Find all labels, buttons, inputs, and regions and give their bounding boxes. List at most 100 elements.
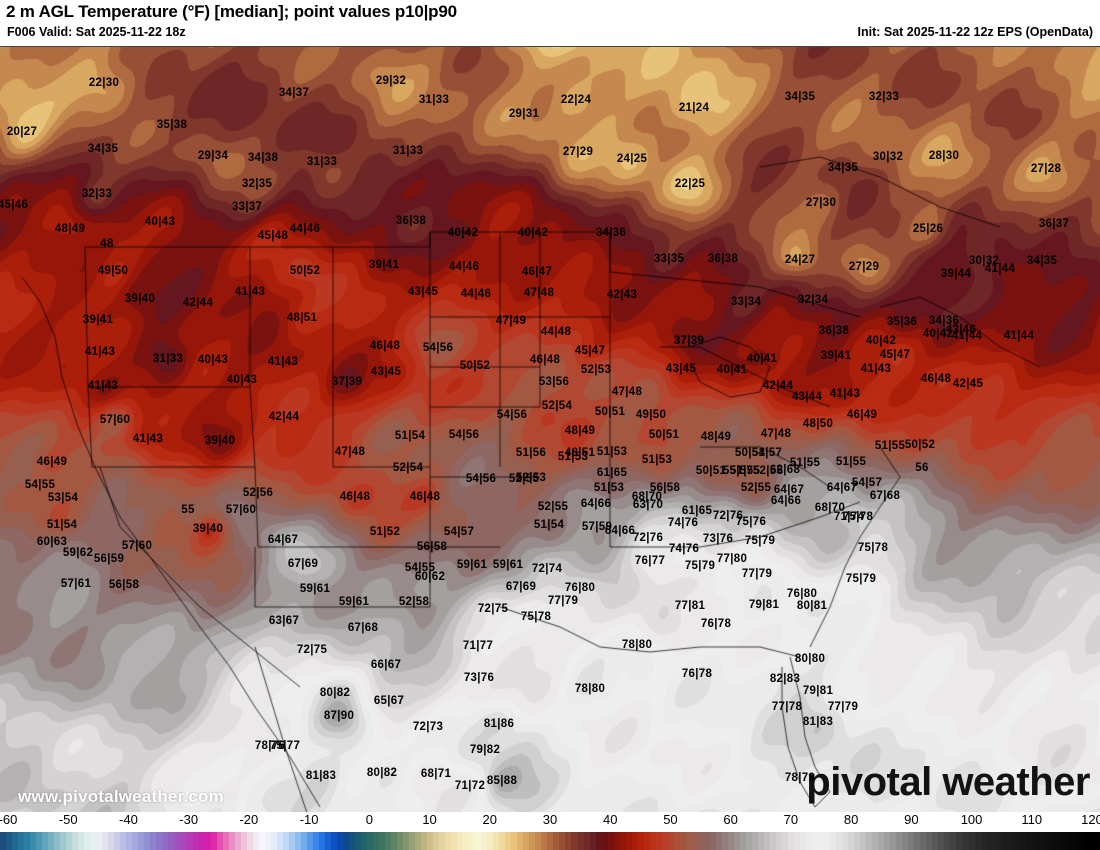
- colorbar[interactable]: -60 -50 -40 -30 -20 -10 0 10 20 30 40 50 60 70 80 90 100…: [0, 812, 1100, 850]
- point-value-label: 22|30: [88, 77, 120, 89]
- colorbar-swatch: [721, 832, 728, 850]
- point-value-label: 47|48: [523, 287, 555, 299]
- point-value-label: 34|36: [595, 227, 627, 239]
- colorbar-swatch: [427, 832, 434, 850]
- point-value-label: 46|49: [846, 409, 878, 421]
- colorbar-swatch: [1064, 832, 1071, 850]
- colorbar-swatch: [649, 832, 656, 850]
- colorbar-swatch: [294, 832, 301, 850]
- colorbar-swatch: [1022, 832, 1029, 850]
- colorbar-swatch: [745, 832, 752, 850]
- colorbar-swatch: [180, 832, 187, 850]
- point-value-label: 57|60: [99, 414, 131, 426]
- colorbar-swatch: [30, 832, 37, 850]
- colorbar-swatch: [312, 832, 319, 850]
- point-value-label: 76|78: [700, 618, 732, 630]
- point-value-label: 51|52: [369, 526, 401, 538]
- point-value-label: 39|41: [368, 259, 400, 271]
- colorbar-tick: 120: [1081, 812, 1100, 827]
- colorbar-swatch: [998, 832, 1005, 850]
- point-value-label: 56|59: [93, 553, 125, 565]
- point-value-label: 36|38: [395, 215, 427, 227]
- colorbar-swatch: [36, 832, 43, 850]
- point-value-label: 50|51: [695, 465, 727, 477]
- colorbar-swatch: [216, 832, 223, 850]
- point-value-label: 40|41: [746, 353, 778, 365]
- point-value-label: 51|56: [515, 447, 547, 459]
- point-value-label: 52|56: [242, 487, 274, 499]
- point-value-label: 29|34: [197, 150, 229, 162]
- colorbar-swatch: [391, 832, 398, 850]
- colorbar-swatch: [463, 832, 470, 850]
- colorbar-swatch: [144, 832, 151, 850]
- map-header: 2 m AGL Temperature (°F) [median]; point…: [0, 0, 1100, 46]
- point-value-label: 46|47: [521, 266, 553, 278]
- point-value-label: 77|79: [741, 568, 773, 580]
- point-value-label: 52|55: [537, 501, 569, 513]
- colorbar-swatch: [643, 832, 650, 850]
- point-value-label: 67|68: [347, 622, 379, 634]
- point-value-label: 34|36: [928, 315, 960, 327]
- colorbar-swatch: [354, 832, 361, 850]
- point-value-label: 56|58: [108, 579, 140, 591]
- colorbar-tick: 90: [904, 812, 919, 827]
- colorbar-tick: 50: [663, 812, 678, 827]
- point-value-label: 47|49: [495, 315, 527, 327]
- point-value-label: 50|51: [648, 429, 680, 441]
- point-value-label: 79|82: [469, 744, 501, 756]
- point-value-label: 75|76: [735, 516, 767, 528]
- colorbar-swatch: [703, 832, 710, 850]
- colorbar-swatch: [962, 832, 969, 850]
- colorbar-tick: -40: [119, 812, 138, 827]
- colorbar-swatch: [276, 832, 283, 850]
- point-value-label: 64|66: [580, 498, 612, 510]
- colorbar-swatch: [324, 832, 331, 850]
- colorbar-swatch: [896, 832, 903, 850]
- point-value-label: 33|35: [653, 253, 685, 265]
- point-value-label: 67|69: [287, 558, 319, 570]
- point-value-label: 77|79: [547, 595, 579, 607]
- point-value-label: 48: [100, 238, 114, 250]
- point-value-label: 32|33: [868, 91, 900, 103]
- point-value-label: 82|83: [769, 673, 801, 685]
- point-value-label: 29|31: [508, 108, 540, 120]
- point-value-label: 42|44: [762, 380, 794, 392]
- colorbar-swatch: [812, 832, 819, 850]
- colorbar-swatch: [246, 832, 253, 850]
- colorbar-swatch: [1010, 832, 1017, 850]
- point-value-label: 64|67: [267, 534, 299, 546]
- point-value-label: 79|81: [748, 599, 780, 611]
- colorbar-swatch: [751, 832, 758, 850]
- pivotal-weather-watermark: pivotal weather: [806, 760, 1090, 804]
- colorbar-swatch: [24, 832, 31, 850]
- colorbar-swatch: [306, 832, 313, 850]
- colorbar-swatch: [102, 832, 109, 850]
- point-value-label: 49|50: [635, 409, 667, 421]
- colorbar-swatch: [920, 832, 927, 850]
- point-value-label: 50|52: [289, 265, 321, 277]
- colorbar-tick: 60: [723, 812, 738, 827]
- colorbar-swatch: [204, 832, 211, 850]
- colorbar-tick: -50: [58, 812, 78, 827]
- colorbar-swatch: [72, 832, 79, 850]
- colorbar-swatch: [782, 832, 789, 850]
- colorbar-swatch: [445, 832, 452, 850]
- point-value-label: 35|36: [886, 316, 918, 328]
- point-value-label: 73|76: [463, 672, 495, 684]
- colorbar-swatch: [1070, 832, 1077, 850]
- colorbar-swatch: [162, 832, 169, 850]
- point-value-label: 45|47: [574, 345, 606, 357]
- colorbar-swatch: [1094, 832, 1100, 850]
- point-value-label: 37|39: [331, 376, 363, 388]
- colorbar-swatch: [1040, 832, 1047, 850]
- point-value-label: 55: [181, 504, 195, 516]
- temperature-map[interactable]: 22|30 20|27 34|37 35|38 34|35 29|34 34|38 31|33…: [0, 46, 1100, 813]
- colorbar-swatch: [589, 832, 596, 850]
- point-value-label: 56|58: [416, 541, 448, 553]
- point-value-label: 76|78: [681, 668, 713, 680]
- point-value-label: 31|33: [392, 145, 424, 157]
- point-value-label: 43|45: [370, 366, 402, 378]
- point-value-label: 31|33: [152, 353, 184, 365]
- point-value-label: 41|43: [829, 388, 861, 400]
- point-value-label: 52|53: [515, 472, 547, 484]
